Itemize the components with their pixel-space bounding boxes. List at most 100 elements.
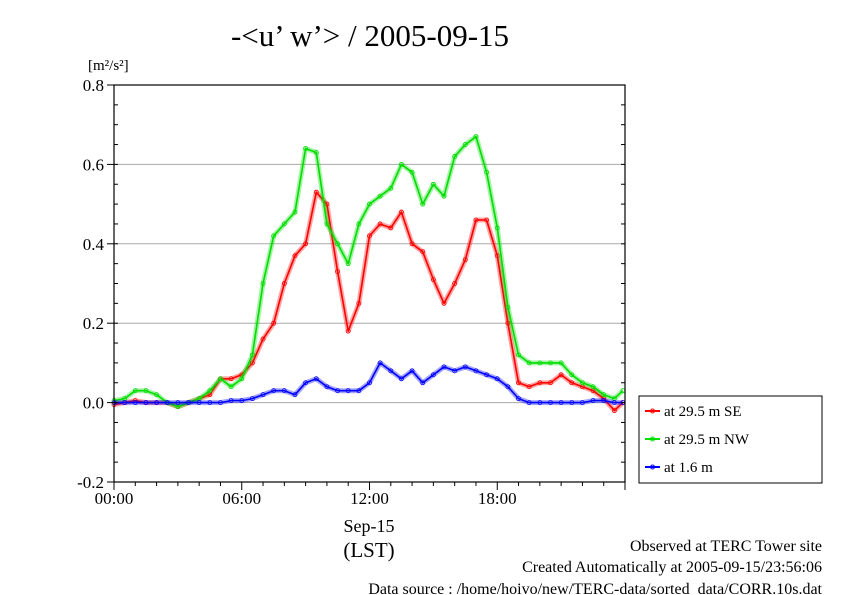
y-tick-label: 0.8 [83, 76, 104, 95]
data-point [143, 400, 149, 406]
x-axis-date-label: Sep-15 [344, 516, 395, 536]
data-point [537, 400, 543, 406]
data-point [186, 400, 191, 406]
data-point [409, 169, 415, 175]
data-point [409, 368, 415, 374]
data-point [505, 384, 511, 390]
data-point [516, 396, 521, 402]
legend-marker [650, 464, 655, 470]
data-point [377, 193, 383, 199]
data-point [324, 201, 330, 207]
data-point [154, 400, 159, 406]
data-point [281, 281, 287, 286]
data-point [196, 400, 202, 406]
data-point [260, 336, 266, 342]
data-point [548, 400, 553, 406]
series-line-1 [113, 135, 624, 408]
data-point [569, 372, 575, 378]
y-axis: -0.2 0.0 0.2 0.4 0.6 0.8 [77, 76, 625, 492]
x-axis-zone-label: (LST) [343, 538, 394, 562]
data-point [271, 320, 277, 326]
data-point [537, 380, 543, 386]
data-point [484, 169, 490, 175]
data-point [452, 154, 458, 159]
data-point [132, 388, 138, 394]
data-point [367, 233, 372, 239]
data-point [430, 372, 436, 378]
y-tick-label: 0.2 [83, 314, 104, 333]
data-point [516, 352, 521, 358]
data-point [399, 161, 404, 167]
y-tick-label: 0.4 [83, 235, 105, 254]
data-point [420, 249, 426, 255]
series-halo [113, 134, 625, 410]
data-point [164, 400, 170, 406]
y-tick-label: 0.6 [83, 155, 104, 174]
data-point [249, 396, 255, 402]
data-point [558, 400, 564, 406]
data-point [228, 376, 234, 382]
data-point [335, 241, 340, 247]
data-point [409, 241, 415, 247]
legend-label: at 29.5 m NW [664, 432, 750, 448]
data-point [239, 376, 245, 382]
data-point [494, 253, 500, 259]
data-point [377, 221, 383, 227]
data-point [601, 392, 607, 398]
data-point [228, 398, 234, 404]
data-point [399, 209, 404, 215]
data-point [271, 388, 277, 394]
data-point [505, 304, 511, 310]
data-point [420, 380, 426, 386]
series-line-0 [113, 191, 624, 412]
data-point [462, 142, 468, 147]
data-point [260, 392, 266, 398]
data-point [345, 261, 351, 267]
x-tick-label: 06:00 [222, 489, 261, 508]
data-point [335, 269, 340, 274]
data-point [430, 277, 436, 282]
data-point [601, 398, 607, 404]
series-lines [111, 134, 626, 413]
grid-lines [114, 163, 625, 404]
data-point [249, 360, 255, 366]
data-point [292, 209, 298, 215]
data-point [441, 300, 447, 306]
x-tick-label: 12:00 [350, 489, 389, 508]
x-tick-label: 00:00 [95, 489, 134, 508]
data-point [218, 376, 223, 382]
data-point [516, 380, 521, 386]
data-point [611, 400, 617, 406]
data-point [580, 400, 585, 406]
data-point [548, 360, 553, 366]
data-point [260, 281, 266, 286]
data-point [228, 384, 234, 390]
data-point [303, 241, 309, 247]
data-point [580, 380, 585, 386]
legend-label: at 29.5 m SE [664, 404, 742, 420]
x-axis: 00:00 06:00 12:00 18:00 [95, 482, 626, 508]
data-point [388, 185, 394, 191]
data-point [303, 380, 309, 386]
data-point [399, 376, 404, 382]
data-point [590, 398, 596, 404]
data-point [281, 221, 287, 227]
data-point [388, 225, 394, 231]
data-point [441, 193, 447, 199]
plot-frame [113, 84, 626, 483]
data-point [473, 368, 479, 374]
data-point [430, 181, 436, 187]
data-point [313, 150, 319, 155]
data-point [207, 400, 213, 406]
data-point [122, 400, 128, 406]
data-point [324, 221, 330, 227]
legend-marker [650, 436, 655, 442]
data-point [526, 400, 532, 406]
legend-label: at 1.6 m [664, 460, 713, 476]
legend: at 29.5 m SE at 29.5 m NW at 1.6 m [638, 395, 823, 484]
data-point [452, 368, 458, 374]
data-point [175, 400, 181, 406]
data-point [207, 388, 213, 394]
data-point [271, 233, 277, 239]
